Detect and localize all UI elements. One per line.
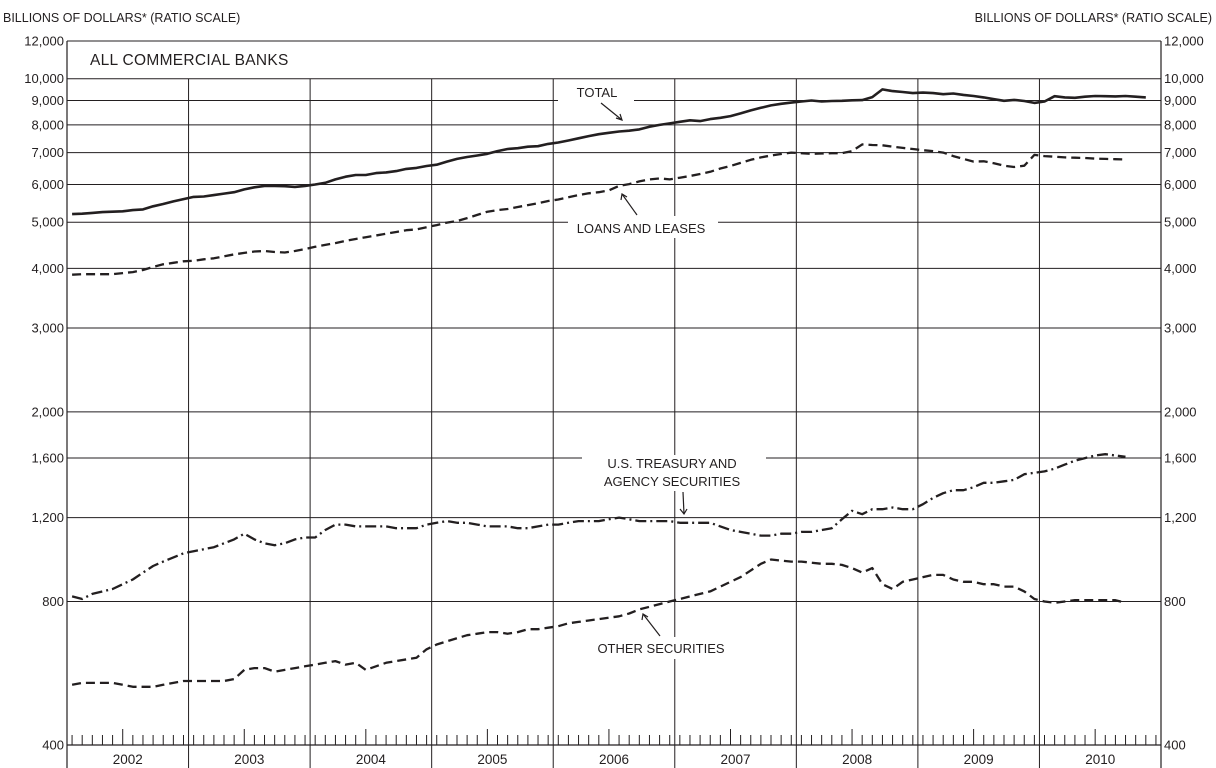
x-tick-2007: 2007 xyxy=(721,752,751,767)
y-tick-left-10000: 10,000 xyxy=(24,71,64,86)
y-tick-right-4000: 4,000 xyxy=(1164,261,1197,276)
chart-title: ALL COMMERCIAL BANKS xyxy=(90,52,289,69)
y-tick-right-8000: 8,000 xyxy=(1164,117,1197,132)
series-line-1 xyxy=(72,143,1126,276)
y-tick-right-7000: 7,000 xyxy=(1164,145,1197,160)
y-tick-right-3000: 3,000 xyxy=(1164,320,1197,335)
plot-frame xyxy=(66,41,1162,768)
annotation-total: TOTAL xyxy=(558,81,634,121)
annotation-loans: LOANS AND LEASES xyxy=(568,193,718,238)
y-tick-left-800: 800 xyxy=(42,594,64,609)
y-tick-left-1600: 1,600 xyxy=(31,451,64,466)
y-tick-right-5000: 5,000 xyxy=(1164,215,1197,230)
series-line-3 xyxy=(71,558,1126,688)
x-tick-2002: 2002 xyxy=(113,752,143,767)
year-dividers xyxy=(188,78,1040,768)
annotation-treasury-line1: U.S. TREASURY AND xyxy=(607,456,736,471)
x-tick-2010: 2010 xyxy=(1085,752,1115,767)
x-tick-2003: 2003 xyxy=(234,752,264,767)
y-tick-left-3000: 3,000 xyxy=(31,320,64,335)
y-tick-left-5000: 5,000 xyxy=(31,215,64,230)
y-tick-right-9000: 9,000 xyxy=(1164,93,1197,108)
y-axis-label-right: BILLIONS OF DOLLARS* (RATIO SCALE) xyxy=(975,11,1212,25)
y-tick-right-6000: 6,000 xyxy=(1164,177,1197,192)
y-tick-left-1200: 1,200 xyxy=(31,510,64,525)
y-tick-right-800: 800 xyxy=(1164,594,1186,609)
y-tick-left-9000: 9,000 xyxy=(31,93,64,108)
y-tick-left-2000: 2,000 xyxy=(31,404,64,419)
y-tick-right-1600: 1,600 xyxy=(1164,451,1197,466)
annotation-other-label: OTHER SECURITIES xyxy=(597,641,724,656)
y-tick-right-12000: 12,000 xyxy=(1164,34,1204,49)
annotation-other: OTHER SECURITIES xyxy=(585,613,735,659)
y-tick-left-400: 400 xyxy=(42,738,64,753)
grid-lines xyxy=(67,40,1161,746)
y-tick-left-4000: 4,000 xyxy=(31,261,64,276)
x-tick-2004: 2004 xyxy=(356,752,387,767)
annotation-total-label: TOTAL xyxy=(577,85,618,100)
y-tick-left-12000: 12,000 xyxy=(24,34,64,49)
x-tick-2008: 2008 xyxy=(842,752,872,767)
y-tick-right-10000: 10,000 xyxy=(1164,71,1204,86)
y-tick-right-400: 400 xyxy=(1164,738,1186,753)
annotation-loans-label: LOANS AND LEASES xyxy=(577,221,706,236)
y-axis-label-left: BILLIONS OF DOLLARS* (RATIO SCALE) xyxy=(3,11,240,25)
series-lines xyxy=(71,88,1146,688)
title-mask xyxy=(80,47,325,71)
series-line-0 xyxy=(72,88,1146,216)
x-minor-ticks xyxy=(71,729,1157,745)
annotation-treasury-line2: AGENCY SECURITIES xyxy=(604,474,741,489)
x-tick-2009: 2009 xyxy=(964,752,994,767)
annotation-treasury: U.S. TREASURY AND AGENCY SECURITIES xyxy=(582,455,766,516)
y-tick-left-6000: 6,000 xyxy=(31,177,64,192)
y-tick-labels: 400 400 800 800 1,200 1,200 1,600 1,600 2,000 2,0… xyxy=(24,34,1204,753)
series-line-2 xyxy=(71,453,1126,601)
y-tick-right-2000: 2,000 xyxy=(1164,404,1197,419)
y-tick-right-1200: 1,200 xyxy=(1164,510,1197,525)
x-tick-2006: 2006 xyxy=(599,752,629,767)
y-tick-left-8000: 8,000 xyxy=(31,117,64,132)
x-tick-labels: 2002 2003 2004 2005 2006 2007 2008 2009 2010 xyxy=(113,752,1115,767)
y-tick-left-7000: 7,000 xyxy=(31,145,64,160)
x-tick-2005: 2005 xyxy=(477,752,507,767)
